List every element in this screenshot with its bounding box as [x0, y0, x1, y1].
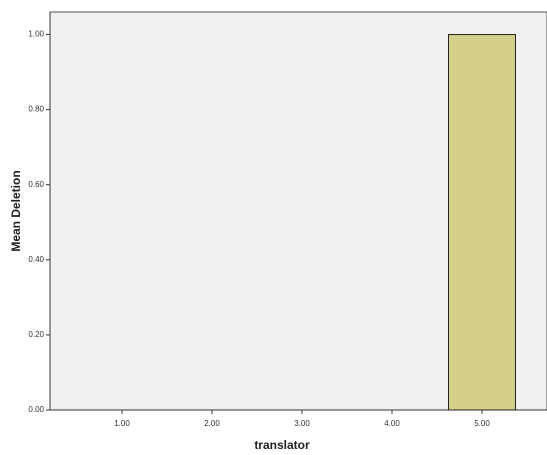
y-axis-title: Mean Deletion — [9, 170, 23, 251]
y-tick-label: 0.40 — [28, 255, 44, 264]
x-tick-label: 1.00 — [114, 419, 130, 428]
bar — [449, 35, 516, 410]
x-tick-label: 3.00 — [294, 419, 310, 428]
y-tick-label: 0.00 — [28, 405, 44, 414]
x-tick-label: 5.00 — [474, 419, 490, 428]
y-tick-label: 0.80 — [28, 105, 44, 114]
y-tick-label: 1.00 — [28, 30, 44, 39]
page: translator Mean Deletion 0.00 0.20 0.40 0.6… — [0, 0, 547, 455]
y-tick-label: 0.20 — [28, 330, 44, 339]
chart: translator Mean Deletion 0.00 0.20 0.40 0.6… — [0, 0, 547, 455]
y-tick-label: 0.60 — [28, 180, 44, 189]
x-tick-label: 2.00 — [204, 419, 220, 428]
x-axis-title: translator — [254, 438, 310, 452]
x-tick-label: 4.00 — [384, 419, 400, 428]
